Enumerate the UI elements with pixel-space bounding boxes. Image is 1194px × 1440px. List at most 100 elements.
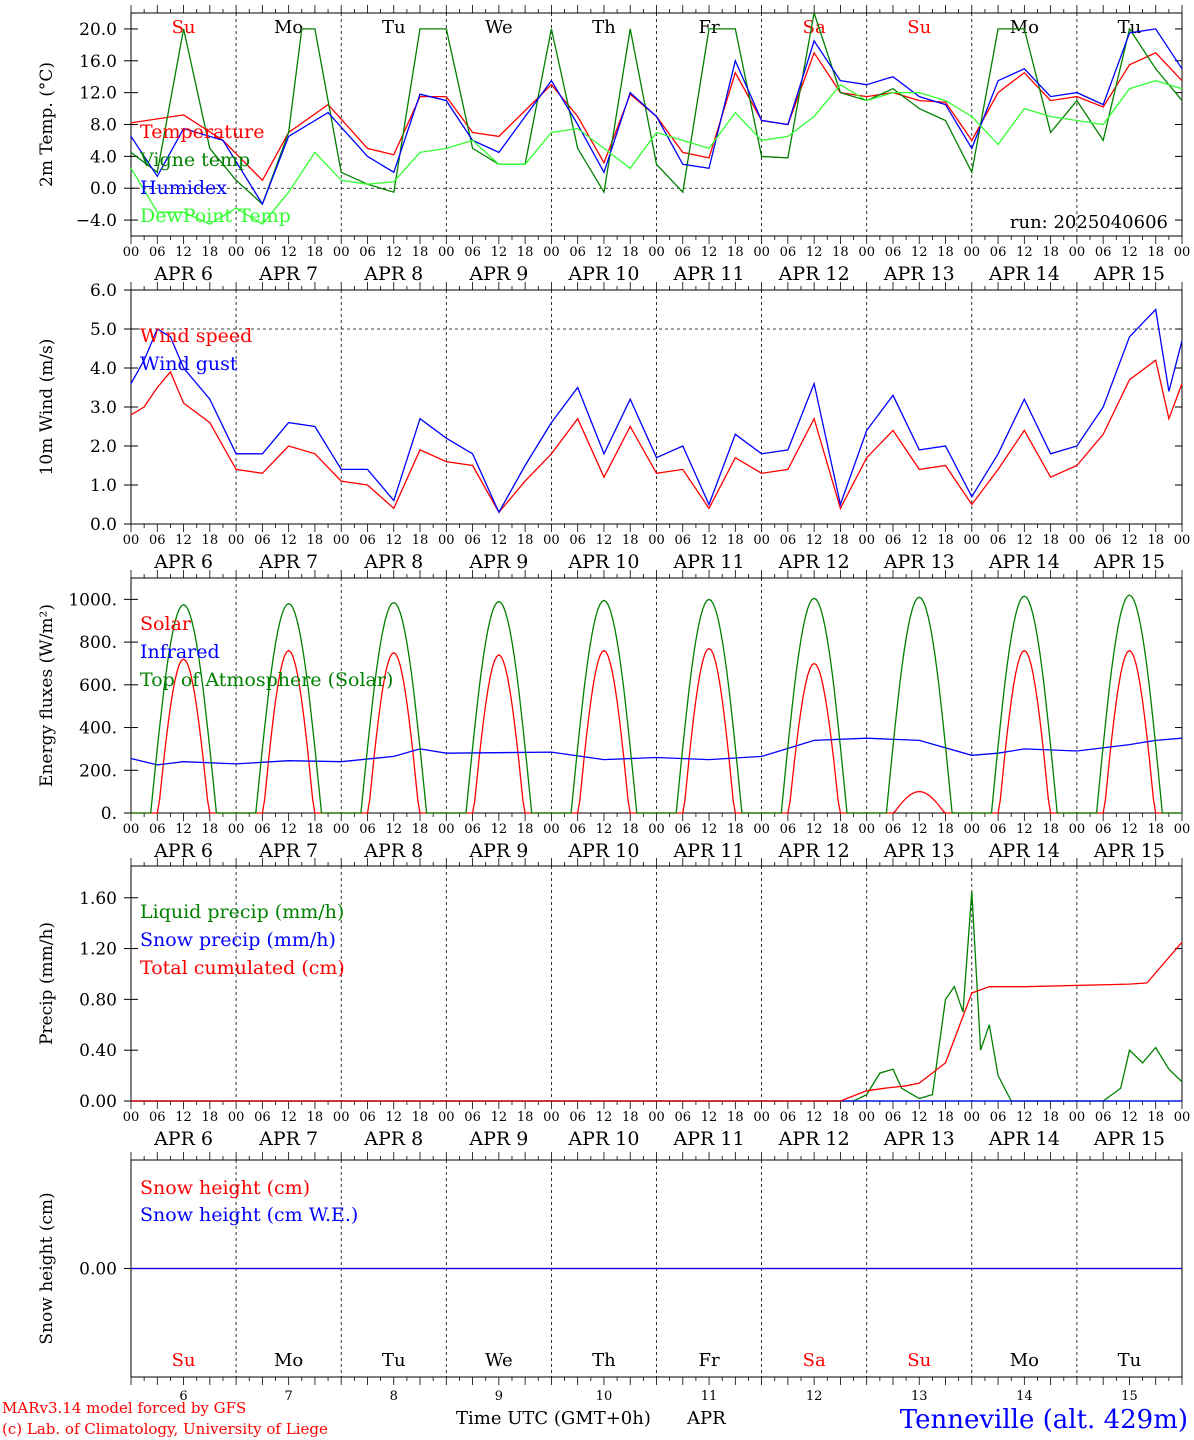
hour-label: 12	[911, 1110, 928, 1125]
hour-label: 06	[885, 822, 902, 837]
wind-ylabel: 10m Wind (m/s)	[37, 339, 57, 476]
day-label: APR 13	[883, 1128, 955, 1150]
hour-label: 12	[911, 245, 928, 260]
hour-label: 00	[438, 1110, 455, 1125]
hour-label: 06	[359, 1110, 376, 1125]
y-tick-label: 0.80	[79, 990, 117, 1010]
hour-label: 18	[937, 822, 954, 837]
hour-label: 06	[780, 245, 797, 260]
weekday-label: Su	[907, 1350, 931, 1371]
hour-label: 00	[858, 245, 875, 260]
hour-label: 06	[675, 1110, 692, 1125]
hour-label: 18	[1147, 822, 1164, 837]
hour-label: 12	[806, 245, 823, 260]
y-tick-label: 0.00	[79, 1092, 117, 1112]
y-tick-label: 12.0	[79, 84, 117, 104]
hour-label: 18	[1147, 533, 1164, 548]
weekday-label: Sa	[803, 1350, 826, 1371]
hour-label: 00	[123, 245, 140, 260]
hour-label: 12	[1121, 1110, 1138, 1125]
hour-label: 00	[543, 822, 560, 837]
day-label: APR 13	[883, 263, 955, 285]
hour-label: 06	[569, 533, 586, 548]
hour-label: 12	[1121, 822, 1138, 837]
hour-label: 12	[806, 533, 823, 548]
hour-label: 06	[254, 822, 271, 837]
wind-panel: 0.0 1.0 2.0 3.0 4.0 5.0 6.0 10m Wind (m/s) 00 06 1…	[37, 281, 1190, 573]
hour-label: 12	[175, 245, 192, 260]
day-label: APR 6	[153, 551, 213, 573]
hour-label: 18	[937, 1110, 954, 1125]
day-number: 8	[390, 1389, 398, 1404]
hour-label: 18	[937, 533, 954, 548]
temp-frame	[130, 12, 1183, 237]
hour-label: 00	[964, 822, 981, 837]
hour-label: 00	[123, 1110, 140, 1125]
hour-label: 12	[175, 1110, 192, 1125]
legend-entry: Snow height (cm W.E.)	[140, 1204, 358, 1226]
day-label: APR 12	[778, 551, 850, 573]
hour-label: 18	[517, 1110, 534, 1125]
hour-label: 06	[780, 822, 797, 837]
hour-label: 12	[1016, 1110, 1033, 1125]
legend-entry: Total cumulated (cm)	[140, 957, 345, 979]
hour-label: 18	[937, 245, 954, 260]
run-label: run: 2025040606	[1010, 212, 1168, 233]
footer: MARv3.14 model forced by GFS (c) Lab. of…	[2, 1399, 1188, 1438]
hour-label: 00	[648, 822, 665, 837]
hour-label: 12	[701, 533, 718, 548]
hour-label: 00	[123, 822, 140, 837]
legend-entry: Temperature	[140, 121, 264, 143]
hour-label: 12	[806, 1110, 823, 1125]
y-tick-label: −4.0	[76, 211, 117, 231]
hour-label: 12	[491, 822, 508, 837]
hour-label: 00	[1174, 822, 1191, 837]
series-line	[130, 28, 1183, 206]
weekday-label: Sa	[803, 17, 826, 38]
y-tick-label: 4.0	[90, 147, 117, 167]
hour-label: 18	[412, 1110, 429, 1125]
weekday-label: Tu	[1118, 1350, 1142, 1371]
hour-label: 12	[491, 245, 508, 260]
hour-label: 12	[596, 822, 613, 837]
day-label: APR 10	[567, 551, 639, 573]
hour-label: 00	[648, 1110, 665, 1125]
temp-ylabel: 2m Temp. (°C)	[37, 62, 57, 187]
hour-label: 18	[1147, 1110, 1164, 1125]
hour-label: 12	[280, 245, 297, 260]
day-label: APR 11	[673, 1128, 745, 1150]
hour-label: 00	[438, 533, 455, 548]
day-label: APR 7	[258, 840, 318, 862]
weekday-label: Su	[907, 17, 931, 38]
hour-label: 00	[1069, 245, 1086, 260]
hour-label: 00	[228, 822, 245, 837]
hour-label: 06	[675, 533, 692, 548]
day-number: 11	[701, 1389, 718, 1404]
hour-label: 06	[675, 245, 692, 260]
day-label: APR 11	[673, 263, 745, 285]
day-label: APR 11	[673, 840, 745, 862]
day-label: APR 10	[567, 1128, 639, 1150]
y-tick-label: 1.20	[79, 940, 117, 960]
hour-label: 12	[280, 1110, 297, 1125]
day-label: APR 6	[153, 1128, 213, 1150]
hour-label: 18	[622, 822, 639, 837]
hour-label: 00	[333, 1110, 350, 1125]
weekday-label: Mo	[274, 1350, 303, 1371]
hour-label: 18	[202, 1110, 219, 1125]
hour-label: 06	[149, 822, 166, 837]
hour-label: 18	[622, 245, 639, 260]
series-line	[131, 941, 1183, 1102]
day-label: APR 8	[363, 1128, 423, 1150]
weekday-label: Fr	[699, 1350, 720, 1371]
hour-label: 18	[307, 822, 324, 837]
hour-label: 18	[727, 822, 744, 837]
day-label: APR 12	[778, 840, 850, 862]
weekday-label: Mo	[1010, 1350, 1039, 1371]
day-label: APR 14	[988, 551, 1060, 573]
hour-label: 12	[385, 245, 402, 260]
precip-ylabel: Precip (mm/h)	[37, 922, 57, 1045]
hour-label: 18	[1147, 245, 1164, 260]
y-tick-label: 0.	[101, 804, 117, 824]
